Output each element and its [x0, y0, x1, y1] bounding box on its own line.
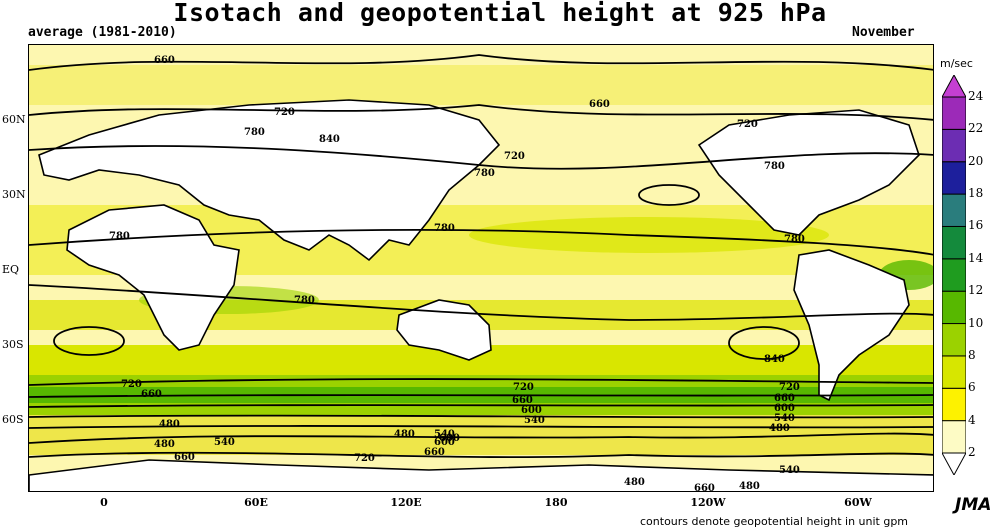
contour-label: 780: [434, 223, 455, 234]
contour-label: 480: [739, 481, 760, 492]
contour-label: 660: [141, 389, 162, 400]
colorbar-segment: [942, 193, 966, 227]
contour-label: 660: [694, 483, 715, 492]
australia: [396, 299, 492, 361]
lat-tick-30n: 30N: [2, 188, 26, 201]
contour-label: 720: [513, 382, 534, 393]
colorbar-tick-label: 8: [968, 347, 976, 362]
lon-tick-60e: 60E: [244, 496, 268, 509]
contour-label: 840: [764, 354, 785, 365]
contour-label: 780: [244, 127, 265, 138]
contour-label: 540: [779, 465, 800, 476]
contour-label: 540: [524, 415, 545, 426]
contour-label: 660: [512, 395, 533, 406]
colorbar-tick-label: 22: [968, 121, 984, 136]
colorbar-tick-label: 20: [968, 153, 984, 168]
colorbar-segment: [942, 225, 966, 260]
contour-label: 480: [624, 477, 645, 488]
lon-tick-60w: 60W: [844, 496, 872, 509]
contour-label: 660: [424, 447, 445, 458]
contour-label: 660: [174, 452, 195, 463]
colorbar-segment: [942, 290, 966, 325]
contour-label: 780: [474, 168, 495, 179]
contour-label: 540: [774, 413, 795, 424]
colorbar-segment: [942, 161, 966, 195]
contour-label: 780: [109, 231, 130, 242]
jma-logo: JMA: [955, 495, 992, 515]
colorbar-tick-label: 18: [968, 186, 984, 201]
contour-label: 540: [434, 429, 455, 440]
lon-tick-180: 180: [544, 496, 568, 509]
contour-label: 600: [434, 437, 455, 448]
colorbar-segment: [942, 323, 966, 357]
colorbar-tick-label: 16: [968, 218, 984, 233]
contour-label: 720: [354, 453, 375, 464]
contour-label: 720: [121, 379, 142, 390]
colorbar-segment: [942, 420, 966, 454]
colorbar-segment: [942, 387, 966, 422]
month-label: November: [852, 25, 915, 40]
contour-label: 600: [774, 403, 795, 414]
antarctica: [29, 459, 933, 491]
contour-label: 780: [764, 161, 785, 172]
colorbar-segment: [942, 355, 966, 389]
contour-label: 660: [589, 99, 610, 110]
south-america: [793, 249, 910, 402]
contour-label: 720: [779, 382, 800, 393]
wind-speed-map: 660 720 780 840 660 720 720 780 780 780 …: [28, 44, 934, 492]
contour-label: 720: [504, 151, 525, 162]
colorbar-segment: [942, 128, 966, 163]
colorbar-segment: [942, 258, 966, 292]
colorbar-tick-label: 4: [968, 412, 976, 427]
colorbar-tick-label: 24: [968, 89, 984, 103]
lat-tick-60n: 60N: [2, 113, 26, 126]
contour-label: 600: [521, 405, 542, 416]
colorbar-tick-label: 12: [968, 283, 984, 298]
contour-label: 540: [214, 437, 235, 448]
colorbar-tick-label: 14: [968, 250, 984, 265]
contour-label: 720: [274, 107, 295, 118]
colorbar-tick-label: 10: [968, 315, 984, 330]
contour-note: contours denote geopotential height in u…: [640, 515, 909, 528]
contour-label: 780: [784, 234, 805, 245]
eurasia: [38, 99, 501, 262]
colorbar-tick-label: 2: [968, 445, 976, 459]
contour-label: 480: [159, 419, 180, 430]
lon-tick-0: 0: [100, 496, 108, 509]
period-label: average (1981-2010): [28, 25, 177, 40]
contour-label: 480: [769, 423, 790, 434]
colorbar-segment: [942, 452, 966, 475]
contour-label: 600: [439, 433, 460, 444]
contour-label: 660: [154, 55, 175, 66]
lon-tick-120e: 120E: [390, 496, 422, 509]
contour-labels: 660 720 780 840 660 720 720 780 780 780 …: [109, 55, 805, 492]
lon-tick-120w: 120W: [690, 496, 726, 509]
colorbar-segment: [942, 96, 966, 130]
lat-tick-30s: 30S: [2, 338, 24, 351]
colorbar: [942, 75, 966, 475]
contour-label: 780: [294, 295, 315, 306]
contour-label: 720: [737, 119, 758, 130]
contour-label: 480: [154, 439, 175, 450]
lat-tick-60s: 60S: [2, 413, 24, 426]
colorbar-tick-label: 6: [968, 380, 976, 395]
lat-tick-eq: EQ: [2, 263, 20, 276]
map-canvas: 660 720 780 840 660 720 720 780 780 780 …: [29, 45, 933, 492]
colorbar-unit: m/sec: [940, 57, 973, 70]
colorbar-segment: [942, 75, 966, 98]
contour-label: 660: [774, 393, 795, 404]
africa: [66, 204, 240, 351]
contour-label: 840: [319, 134, 340, 145]
chart-title: Isotach and geopotential height at 925 h…: [173, 0, 827, 27]
contour-label: 480: [394, 429, 415, 440]
